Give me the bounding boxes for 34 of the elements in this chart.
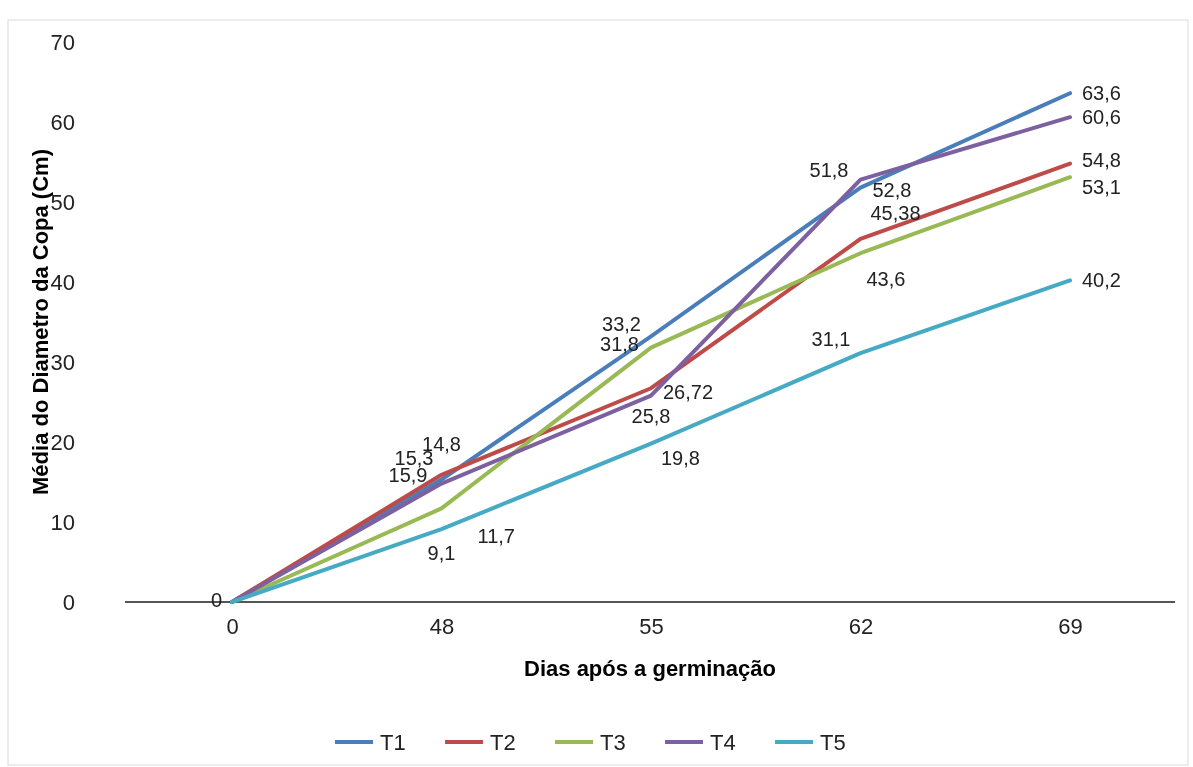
legend-label: T5 [820, 729, 846, 755]
x-axis-title: Dias após a germinação [524, 656, 776, 681]
data-label: 43,6 [866, 268, 906, 291]
data-label: 40,2 [1082, 269, 1121, 292]
legend-label: T4 [710, 729, 736, 755]
data-label: 33,2 [602, 313, 641, 336]
data-label: 54,8 [1082, 148, 1121, 171]
y-tick-label: 40 [50, 269, 75, 295]
data-label: 11,7 [477, 525, 515, 548]
x-tick-label: 55 [639, 613, 664, 639]
data-label: 53,1 [1082, 176, 1121, 199]
y-tick-label: 30 [50, 349, 75, 375]
x-tick-label: 62 [848, 613, 874, 639]
data-label: 19,8 [661, 446, 700, 469]
x-tick-label: 48 [429, 613, 455, 639]
data-label: 51,8 [809, 158, 849, 181]
data-label: 31,1 [811, 328, 851, 351]
legend-label: T3 [600, 729, 626, 755]
y-tick-label: 70 [50, 29, 75, 55]
data-label: 60,6 [1082, 106, 1121, 129]
y-tick-label: 0 [62, 589, 75, 615]
legend-label: T1 [380, 729, 406, 755]
x-tick-label: 0 [226, 613, 239, 639]
data-label: 45,38 [870, 201, 921, 224]
data-label: 9,1 [427, 542, 456, 565]
y-tick-label: 60 [50, 109, 75, 135]
data-label: 26,72 [663, 381, 714, 404]
legend-label: T2 [490, 729, 516, 755]
data-label: 25,8 [631, 404, 671, 427]
y-tick-label: 20 [50, 429, 75, 455]
y-tick-label: 10 [50, 509, 75, 535]
data-label: 52,8 [872, 178, 912, 201]
x-tick-label: 69 [1058, 613, 1083, 639]
data-label: 63,6 [1082, 82, 1121, 105]
